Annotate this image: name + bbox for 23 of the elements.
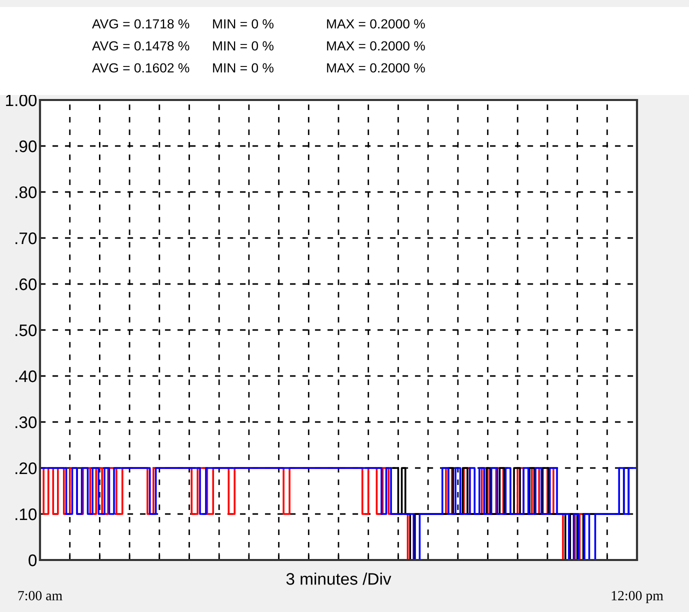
text: MIN = 0 % [213, 19, 274, 29]
y-tick-label: .50 [16, 324, 37, 336]
y-tick-label: 0 [28, 554, 37, 566]
text: AVG = 0.1478 % [92, 41, 190, 51]
x-axis-title: 3 minutes /Div [286, 572, 392, 585]
text: MIN = 0 % [213, 63, 274, 73]
y-tick-label: .20 [16, 462, 37, 474]
y-tick-label: .80 [16, 186, 37, 198]
y-tick-label: .40 [16, 370, 37, 382]
x-tick-label: 12:00 pm [612, 590, 664, 604]
text: MAX = 0.2000 % [327, 41, 425, 51]
text: MAX = 0.2000 % [327, 19, 425, 29]
text: MAX = 0.2000 % [327, 63, 425, 73]
text: MIN = 0 % [213, 41, 274, 51]
y-tick-label: .90 [16, 140, 37, 152]
y-tick-label: .30 [16, 416, 37, 428]
y-tick-label: 1.00 [6, 94, 37, 106]
y-tick-label: .10 [16, 508, 37, 520]
y-tick-label: .60 [16, 278, 37, 290]
text: AVG = 0.1718 % [92, 19, 190, 29]
x-tick-label: 7:00 am [18, 590, 62, 600]
y-tick-label: .70 [16, 232, 37, 244]
text: AVG = 0.1602 % [92, 63, 190, 73]
